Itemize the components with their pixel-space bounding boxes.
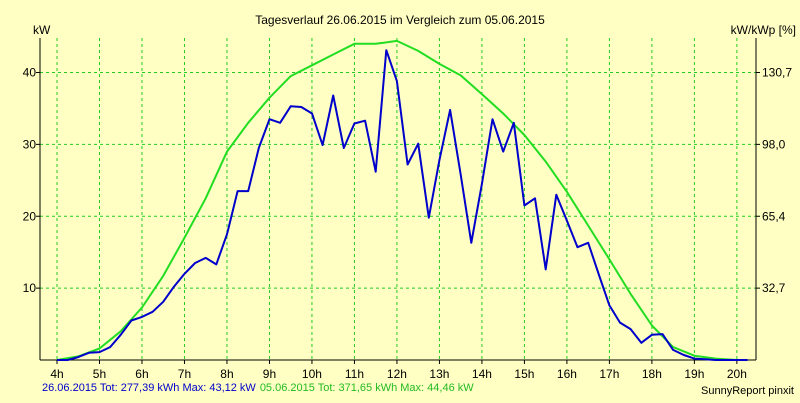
- x-tick-label-14h: 14h: [472, 367, 492, 381]
- y-tick-label-right-0: 32,7: [762, 281, 786, 295]
- y-axis-label-left: kW: [33, 23, 51, 37]
- x-tick-label-7h: 7h: [178, 367, 191, 381]
- brand-label: SunnyReport pinxit: [701, 385, 794, 397]
- legend: 26.06.2015 Tot: 277,39 kWh Max: 43,12 kW…: [42, 382, 474, 394]
- x-tick-label-20h: 20h: [727, 367, 747, 381]
- axes: [36, 38, 760, 364]
- y-tick-label-left-20: 20: [23, 209, 37, 223]
- y-tick-label-right-3: 130,7: [762, 66, 792, 80]
- series-line-2: [56, 39, 748, 361]
- x-tick-label-9h: 9h: [263, 367, 276, 381]
- legend-series-1: 26.06.2015 Tot: 277,39 kWh Max: 43,12 kW: [42, 382, 256, 394]
- y-tick-label-left-10: 10: [23, 281, 37, 295]
- x-tick-label-15h: 15h: [514, 367, 534, 381]
- x-tick-label-4h: 4h: [50, 367, 63, 381]
- x-tick-label-13h: 13h: [429, 367, 449, 381]
- x-tick-label-12h: 12h: [387, 367, 407, 381]
- x-tick-label-11h: 11h: [345, 367, 364, 381]
- series-line-1: [57, 49, 748, 361]
- y-tick-label-left-30: 30: [23, 137, 37, 151]
- series-layer: [56, 39, 748, 361]
- tick-labels: 4h 5h 6h 7h 8h 9h 10h 11h 12h 13h 14h 15h 16h 17h 18h 1…: [23, 66, 793, 382]
- legend-series-2: 05.06.2015 Tot: 371,65 kWh Max: 44,46 kW: [259, 382, 474, 394]
- y-axis-label-right: kW/kWp [%]: [731, 23, 796, 37]
- x-tick-label-17h: 17h: [599, 367, 619, 381]
- x-tick-label-5h: 5h: [93, 367, 106, 381]
- chart-title: Tagesverlauf 26.06.2015 im Vergleich zum…: [255, 13, 545, 27]
- y-tick-label-right-1: 65,4: [762, 209, 786, 223]
- x-tick-label-10h: 10h: [302, 367, 322, 381]
- x-tick-label-19h: 19h: [684, 367, 704, 381]
- y-tick-label-left-40: 40: [23, 66, 37, 80]
- x-tick-label-16h: 16h: [557, 367, 577, 381]
- x-tick-label-6h: 6h: [135, 367, 148, 381]
- grid: [40, 38, 756, 360]
- y-tick-label-right-2: 98,0: [762, 137, 786, 151]
- x-tick-label-8h: 8h: [220, 367, 233, 381]
- x-tick-label-18h: 18h: [642, 367, 662, 381]
